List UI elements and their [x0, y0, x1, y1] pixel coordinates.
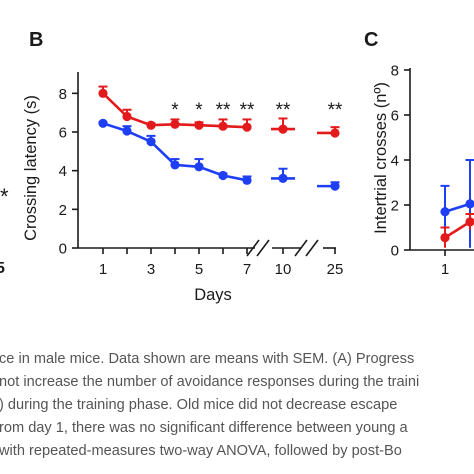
panel-b-x-axis-label: Days [194, 286, 232, 304]
panel-c-y-tick-label: 2 [391, 198, 399, 215]
caption-line: ce in male mice. Data shown are means wi… [0, 351, 415, 367]
panel-c-y-tick-label: 8 [391, 63, 399, 80]
panel-b-x-tick-label: 10 [275, 261, 292, 278]
panel-b-data-point [122, 126, 132, 136]
panel-c-series-line [444, 220, 471, 239]
panel-a-asterisk: * [0, 184, 9, 209]
panel-b-data-point [194, 162, 204, 172]
panel-b-axis-break-mark [246, 239, 260, 257]
panel-b-data-point [330, 181, 340, 191]
panel-c-data-point [440, 207, 450, 217]
panel-b-data-point [242, 122, 252, 132]
panel-b-y-tick-label: 8 [59, 86, 67, 103]
panel-b-data-point [278, 173, 288, 183]
panel-b-significance-marker: ** [276, 100, 291, 121]
panel-c-y-tick-label: 6 [391, 108, 399, 125]
panel-c-axes: 0 2 4 6 8 1 [391, 63, 474, 278]
caption-line: rom day 1, there was no significant diff… [0, 420, 408, 436]
panel-b-data-point [194, 120, 204, 130]
caption-line: not increase the number of avoidance res… [0, 374, 420, 390]
panel-b-significance-marker: * [195, 100, 203, 121]
panel-c-points [440, 199, 474, 243]
panel-b-y-tick-label: 4 [59, 163, 67, 180]
panel-b-y-tick-label: 0 [59, 241, 67, 258]
panel-b-data-point [218, 170, 228, 181]
panel-b-data-point [278, 124, 288, 134]
panel-c-letter: C [364, 29, 378, 51]
panel-b-data-point [330, 128, 340, 138]
panel-b-x-tick-label: 7 [243, 261, 251, 278]
figure-caption: ce in male mice. Data shown are means wi… [0, 338, 474, 474]
panel-c-y-tick-label: 4 [391, 153, 399, 170]
panel-b-data-point [242, 175, 252, 185]
panel-b-annotations: * * ** ** ** ** [171, 100, 343, 121]
panel-b-points [98, 88, 340, 191]
panel-b-significance-marker: * [171, 100, 179, 121]
panel-b-data-point [170, 160, 180, 170]
panel-c-data-point [440, 233, 450, 243]
caption-line: ) during the training phase. Old mice di… [0, 397, 398, 413]
panel-c-y-tick-label: 0 [391, 243, 399, 260]
panel-b-axis-break-mark [256, 239, 270, 257]
panel-b-data-point [98, 88, 108, 98]
panel-c-x-tick-label: 1 [441, 261, 449, 278]
panel-b-axis-break-mark [305, 239, 319, 257]
panel-b-significance-marker: ** [240, 100, 255, 121]
caption-line: with repeated-measures two-way ANOVA, fo… [0, 443, 402, 459]
panel-b-y-tick-label: 6 [59, 125, 67, 142]
panel-b-y-tick-label: 2 [59, 202, 67, 219]
panel-b-significance-marker: ** [328, 100, 343, 121]
panel-c-data-point [465, 199, 474, 209]
panel-b-x-tick-label: 25 [327, 261, 344, 278]
panel-b-data-point [218, 121, 228, 131]
panel-b-axis-break-mark [294, 239, 308, 257]
panel-a-tick-fragment: 5 [0, 260, 5, 277]
panel-c-y-axis-label: Intertrial crosses (nº) [372, 82, 390, 234]
panel-b-data-point [170, 119, 180, 129]
panel-b-data-point [122, 111, 132, 122]
panel-c-data-point [465, 217, 474, 227]
panel-b-y-axis-label: Crossing latency (s) [22, 95, 40, 241]
panel-b-data-point [146, 137, 156, 147]
panel-b-x-tick-label: 3 [147, 261, 155, 278]
panel-b-axes: 0 2 4 6 8 1 3 5 7 10 25 [59, 72, 344, 278]
panel-b-data-point [98, 118, 108, 128]
panel-b-x-tick-label: 1 [99, 261, 107, 278]
panel-b-data-point [146, 120, 156, 130]
panel-b-x-tick-label: 5 [195, 261, 203, 278]
panel-b-letter: B [29, 29, 43, 51]
panel-b-significance-marker: ** [216, 100, 231, 121]
